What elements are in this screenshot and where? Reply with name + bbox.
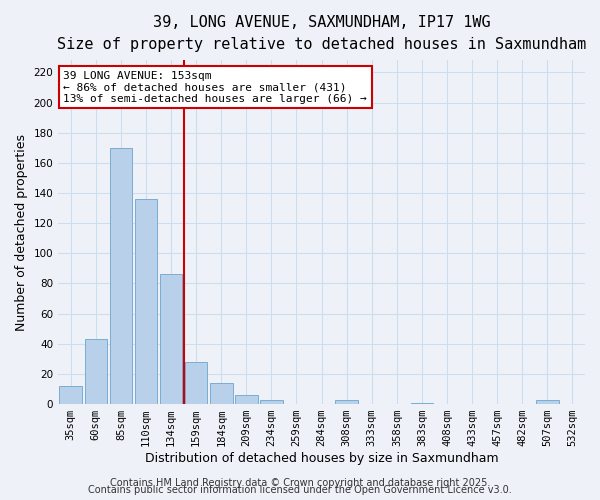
Bar: [160, 274, 182, 404]
Bar: [185, 362, 208, 404]
Bar: [235, 395, 257, 404]
Title: 39, LONG AVENUE, SAXMUNDHAM, IP17 1WG
Size of property relative to detached hous: 39, LONG AVENUE, SAXMUNDHAM, IP17 1WG Si…: [57, 15, 586, 52]
Bar: [335, 400, 358, 404]
Bar: [110, 148, 132, 404]
Bar: [134, 199, 157, 404]
Bar: [260, 400, 283, 404]
Bar: [410, 402, 433, 404]
Bar: [85, 339, 107, 404]
Text: Contains public sector information licensed under the Open Government Licence v3: Contains public sector information licen…: [88, 485, 512, 495]
Y-axis label: Number of detached properties: Number of detached properties: [15, 134, 28, 330]
X-axis label: Distribution of detached houses by size in Saxmundham: Distribution of detached houses by size …: [145, 452, 499, 465]
Text: Contains HM Land Registry data © Crown copyright and database right 2025.: Contains HM Land Registry data © Crown c…: [110, 478, 490, 488]
Bar: [210, 383, 233, 404]
Text: 39 LONG AVENUE: 153sqm
← 86% of detached houses are smaller (431)
13% of semi-de: 39 LONG AVENUE: 153sqm ← 86% of detached…: [64, 70, 367, 104]
Bar: [59, 386, 82, 404]
Bar: [536, 400, 559, 404]
